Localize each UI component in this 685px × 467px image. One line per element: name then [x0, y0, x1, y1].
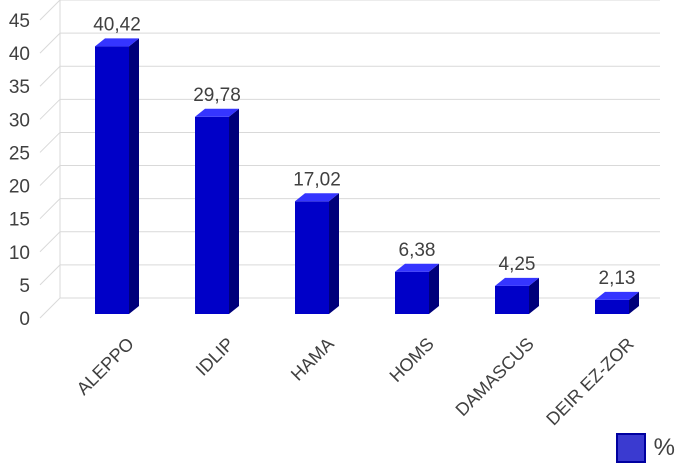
data-label: 6,38: [399, 240, 436, 261]
y-axis-ticks: 0 5 10 15 20 25 30 35 40 45: [9, 11, 30, 330]
legend: %: [615, 433, 675, 463]
category-label: ALEPPO: [73, 334, 138, 399]
bar-side: [429, 263, 439, 314]
category-label: DEIR EZ-ZOR: [542, 334, 637, 429]
bar-top: [595, 291, 639, 300]
bar: [595, 291, 639, 314]
category-label: IDLIP: [192, 334, 238, 380]
category-label: DAMASCUS: [452, 334, 538, 420]
bar-side: [629, 291, 639, 314]
x-axis-categories: ALEPPO IDLIP HAMA HOMS DAMASCUS DEIR EZ-ZOR: [73, 334, 638, 429]
legend-label: %: [653, 434, 675, 461]
category-label: HAMA: [287, 334, 338, 385]
data-label: 4,25: [499, 254, 536, 275]
y-tick-label: 35: [9, 77, 30, 98]
data-label: 29,78: [193, 85, 241, 106]
y-tick-label: 40: [9, 44, 30, 65]
bar-side: [529, 277, 539, 314]
data-label: 17,02: [293, 169, 341, 190]
bar-front: [395, 271, 429, 314]
bar-top: [195, 108, 239, 117]
gridline: [39, 0, 660, 21]
data-label: 2,13: [599, 268, 636, 289]
bar: [395, 263, 439, 314]
bar-side: [129, 38, 139, 315]
bar-top: [395, 263, 439, 272]
y-tick-label: 25: [9, 143, 30, 164]
bar: [95, 38, 139, 315]
bars: [95, 38, 639, 315]
y-tick-label: 30: [9, 110, 30, 131]
bar-front: [195, 116, 229, 314]
bar-top: [495, 277, 539, 286]
bar-top: [95, 38, 139, 47]
y-tick-label: 5: [19, 276, 30, 297]
bar-front: [495, 285, 529, 314]
bar-side: [229, 108, 239, 314]
data-label: 40,42: [93, 14, 141, 35]
bar: [295, 193, 339, 314]
y-tick-label: 0: [19, 309, 30, 330]
y-tick-label: 10: [9, 243, 30, 264]
bar-front: [295, 201, 329, 314]
y-tick-label: 45: [9, 11, 30, 32]
bar-side: [329, 193, 339, 314]
bar: [495, 277, 539, 314]
y-tick-label: 15: [9, 210, 30, 231]
bar: [195, 108, 239, 314]
legend-swatch: [615, 433, 646, 463]
bar-front: [95, 46, 129, 315]
gridlines: [39, 0, 660, 319]
bar-top: [295, 193, 339, 202]
category-label: HOMS: [386, 334, 438, 386]
data-labels: 40,42 29,78 17,02 6,38 4,25 2,13: [93, 14, 635, 289]
y-tick-label: 20: [9, 177, 30, 198]
bar-front: [595, 299, 629, 314]
